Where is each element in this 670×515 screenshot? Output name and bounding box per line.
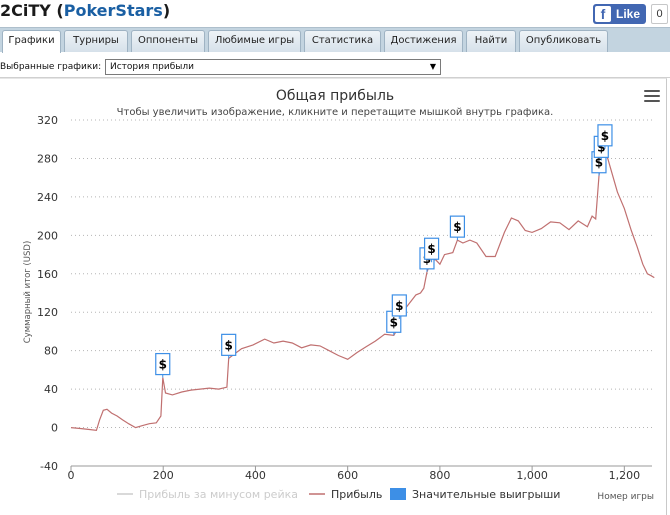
dropdown-arrow-icon: ▼: [429, 62, 436, 71]
tab-achievements[interactable]: Достижения: [384, 30, 463, 52]
facebook-like-label: Like: [616, 7, 641, 21]
tab-publish[interactable]: Опубликовать: [519, 30, 608, 52]
chart-container[interactable]: [0, 78, 667, 515]
chart-menu-icon[interactable]: [644, 90, 660, 102]
facebook-like-count: 0: [651, 4, 669, 24]
header-bar: 2CiTY (PokerStars) f Like 0: [0, 0, 670, 28]
facebook-like-widget: f Like 0: [593, 4, 669, 24]
tab-favorite-games[interactable]: Любимые игры: [208, 30, 301, 52]
tab-bar: Графики Турниры Оппоненты Любимые игры С…: [0, 27, 670, 54]
facebook-icon: f: [595, 6, 611, 22]
page-title: 2CiTY (PokerStars): [0, 1, 170, 20]
title-prefix: 2CiTY (: [0, 1, 64, 20]
chart-selector-value: История прибыли: [110, 62, 194, 72]
tab-search[interactable]: Найти: [466, 30, 516, 52]
tab-opponents[interactable]: Оппоненты: [131, 30, 205, 52]
facebook-like-button[interactable]: f Like: [593, 4, 647, 24]
chart-selector-dropdown[interactable]: История прибыли ▼: [105, 59, 441, 75]
chart-selector-bar: Выбранные графики: История прибыли ▼: [0, 53, 670, 78]
tab-statistics[interactable]: Статистика: [304, 30, 381, 52]
tab-charts[interactable]: Графики: [2, 30, 61, 54]
tab-tournaments[interactable]: Турниры: [64, 30, 128, 52]
title-suffix: ): [162, 1, 171, 20]
chart-selector-label: Выбранные графики:: [0, 62, 102, 72]
site-name-link[interactable]: PokerStars: [63, 1, 163, 20]
